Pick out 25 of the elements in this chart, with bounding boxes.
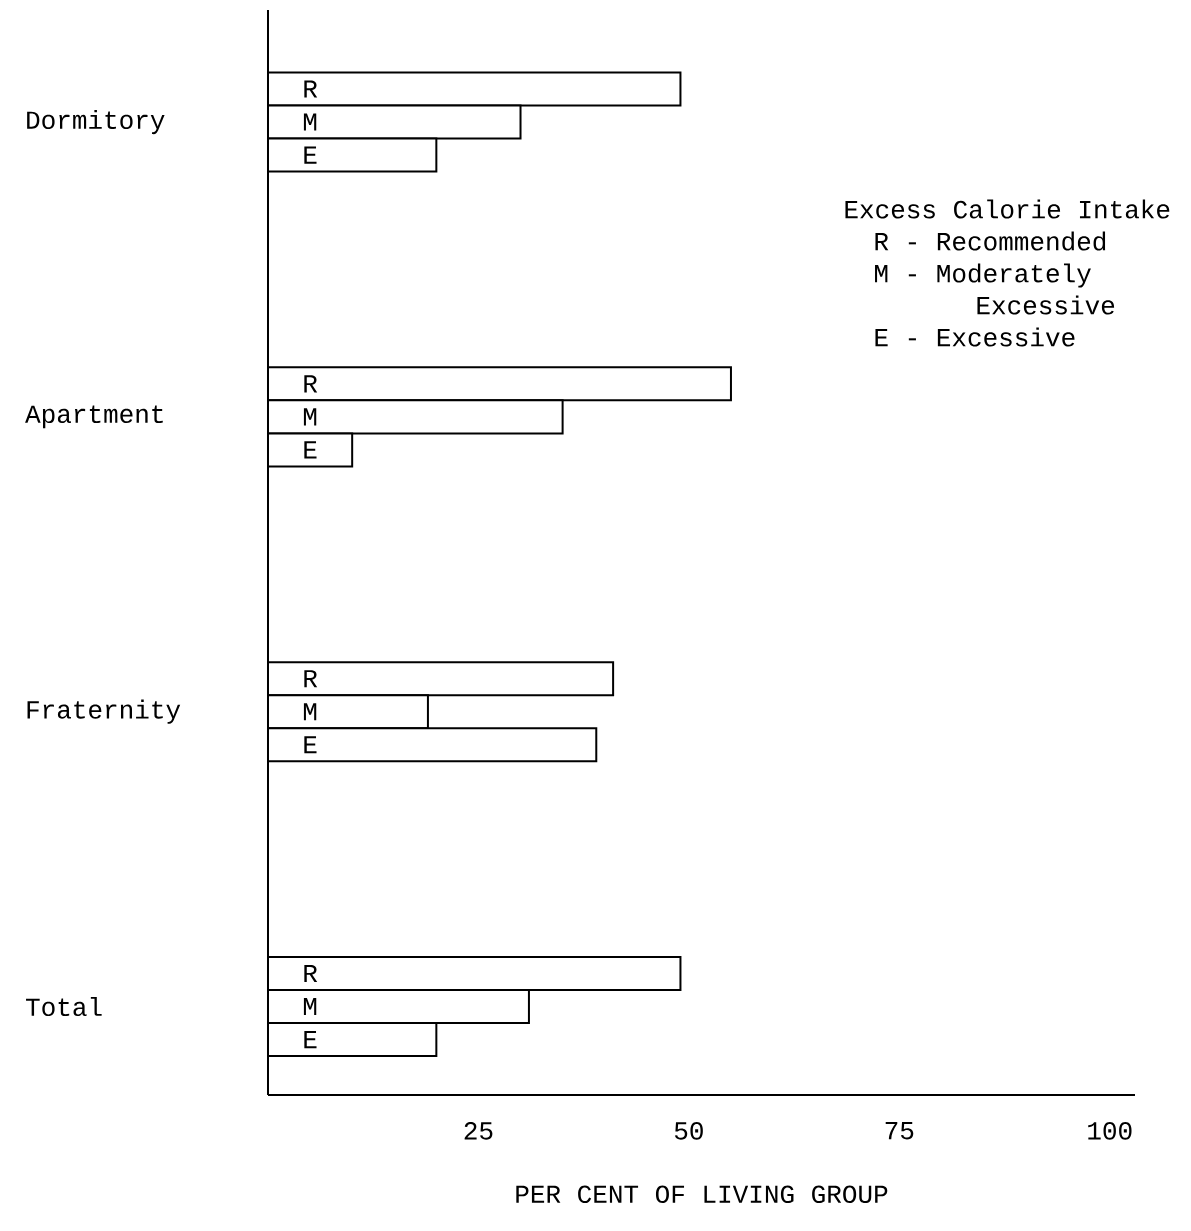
annotation: R - Recommended <box>875 231 1106 251</box>
y-tick-label: Apartment <box>25 405 163 429</box>
x-tick-label: 100 <box>1088 1122 1132 1140</box>
x-axis-title: PER CENT OF LIVING GROUP <box>516 1185 888 1204</box>
annotation: E - Excessive <box>875 327 1075 347</box>
annotation: M - Moderately Excessive <box>875 263 1115 315</box>
text: R <box>304 375 318 393</box>
text: M <box>303 703 317 721</box>
y-tick-label: Fraternity <box>27 699 181 724</box>
series-label: M <box>303 113 317 131</box>
text: E <box>304 736 317 754</box>
legend-title: Excess Calorie Intake <box>845 199 1170 219</box>
y-tick-label: Total <box>26 997 102 1017</box>
text: E <box>304 1031 317 1049</box>
text: R <box>304 964 318 983</box>
text: M <box>303 998 317 1016</box>
text: E <box>304 441 317 459</box>
x-tick-label: 25 <box>464 1122 493 1140</box>
series-label: E <box>304 146 317 164</box>
x-tick-label: 75 <box>885 1122 914 1140</box>
text: M <box>303 408 317 426</box>
y-tick-label: Dormitory <box>27 109 165 135</box>
series-label: R <box>304 80 318 98</box>
text: R <box>304 670 318 688</box>
x-tick-label: 50 <box>674 1122 703 1140</box>
